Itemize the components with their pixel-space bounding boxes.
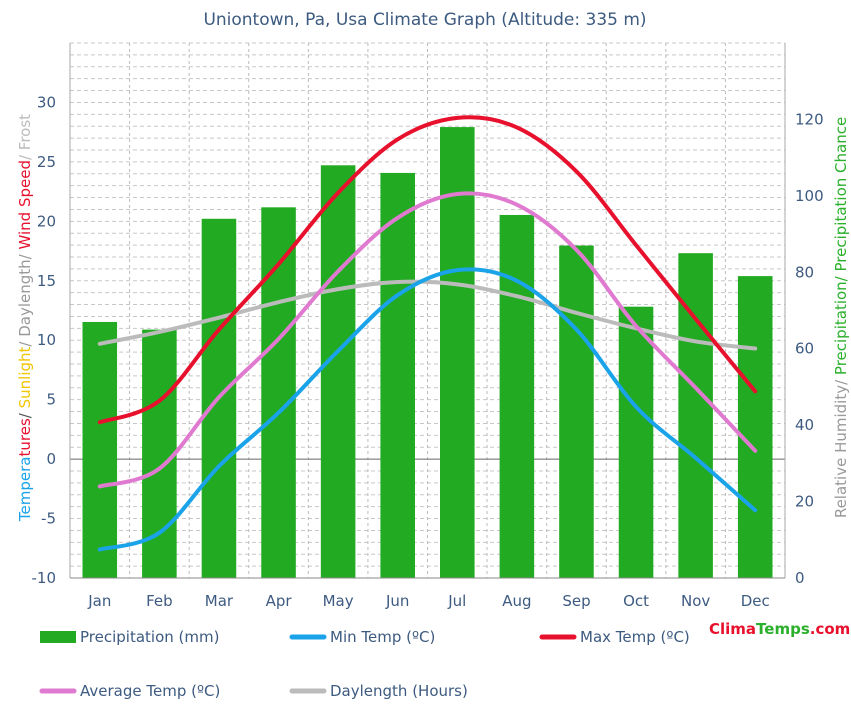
max-temp-line — [97, 115, 758, 425]
y-right-tick-label: 0 — [795, 569, 805, 587]
legend: Precipitation (mm) Min Temp (ºC) Max Temp … — [39, 628, 690, 700]
precipitation-bars — [82, 127, 773, 579]
bar-precipitation-jan — [82, 321, 118, 578]
y-right-axis-label-part: Relative Humidity/ — [832, 375, 850, 518]
y-right-tick-label: 40 — [795, 416, 814, 434]
x-tick-label: Dec — [741, 592, 770, 610]
temperature-lines — [97, 115, 758, 552]
x-tick-label: May — [323, 592, 354, 610]
y-right-tick-label: 100 — [795, 187, 824, 205]
x-tick-label: Jun — [385, 592, 409, 610]
y-left-axis-label-part: tures — [16, 418, 34, 456]
bar-precipitation-apr — [261, 207, 296, 579]
legend-label: Daylength (Hours) — [330, 682, 468, 700]
bar-precipitation-aug — [499, 214, 535, 578]
bar-precipitation-dec — [737, 276, 773, 578]
y-left-axis-label-part: Tempera — [16, 456, 34, 522]
legend-label: Min Temp (ºC) — [330, 628, 435, 646]
brand-part-1: Clima — [709, 620, 756, 638]
y-left-axis-label-part: / Frost — [16, 114, 34, 160]
min-temp-line — [97, 267, 758, 552]
y-left-tick-label: 10 — [37, 331, 56, 349]
y-left-tick-label: 30 — [37, 93, 56, 111]
x-tick-label: Nov — [681, 592, 710, 610]
average-temp-line — [97, 191, 758, 489]
x-tick-label: Jul — [447, 592, 466, 610]
bar-precipitation-may — [320, 165, 356, 579]
legend-label: Precipitation (mm) — [80, 628, 219, 646]
y-left-tick-label: 0 — [46, 450, 56, 468]
x-tick-label: Apr — [266, 592, 293, 610]
y-left-axis-label-part: Wind Speed — [16, 160, 34, 250]
chart-title: Uniontown, Pa, Usa Climate Graph (Altitu… — [203, 10, 646, 30]
y-right-axis-label-part: Precipitation/ Precipitation Chance — [832, 117, 850, 375]
y-left-tick-label: 15 — [37, 272, 56, 290]
x-tick-label: Sep — [562, 592, 590, 610]
y-left-axis-label-part: / — [16, 408, 34, 418]
legend-swatch-precipitation — [40, 631, 76, 643]
y-left-axis-label: Temperatures/ Sunlight/ Daylength/ Wind … — [16, 114, 34, 522]
bar-precipitation-jun — [380, 172, 415, 578]
y-left-tick-label: -10 — [32, 569, 57, 587]
y-left-tick-label: -5 — [41, 510, 56, 528]
axes: -10 -5 0 5 10 15 20 25 30 0 20 40 60 80 100 120 Jan Feb Ma… — [16, 43, 850, 610]
y-left-tick-label: 25 — [37, 153, 56, 171]
brand-part-2: Temps — [756, 620, 810, 638]
bar-precipitation-feb — [142, 329, 177, 578]
brand-part-3: .com — [810, 620, 851, 638]
bar-precipitation-oct — [618, 306, 654, 578]
y-right-tick-label: 120 — [795, 110, 824, 128]
brand-logo: ClimaTemps.com — [709, 620, 850, 638]
y-right-tick-label: 20 — [795, 493, 814, 511]
x-tick-label: Mar — [205, 592, 234, 610]
y-right-axis-label: Relative Humidity/ Precipitation/ Precip… — [832, 117, 850, 518]
bar-precipitation-jul — [440, 127, 475, 579]
legend-label: Average Temp (ºC) — [80, 682, 220, 700]
x-tick-label: Jan — [87, 592, 111, 610]
y-left-axis-label-part: Sunlight — [16, 346, 34, 408]
bar-precipitation-sep — [559, 245, 594, 579]
x-tick-label: Aug — [502, 592, 531, 610]
legend-label: Max Temp (ºC) — [580, 628, 690, 646]
y-right-tick-label: 80 — [795, 263, 814, 281]
y-right-tick-label: 60 — [795, 340, 814, 358]
x-tick-label: Feb — [146, 592, 173, 610]
y-left-tick-label: 5 — [46, 391, 56, 409]
x-tick-label: Oct — [623, 592, 649, 610]
y-left-axis-label-part: / Daylength/ — [16, 250, 34, 347]
y-left-tick-label: 20 — [37, 212, 56, 230]
